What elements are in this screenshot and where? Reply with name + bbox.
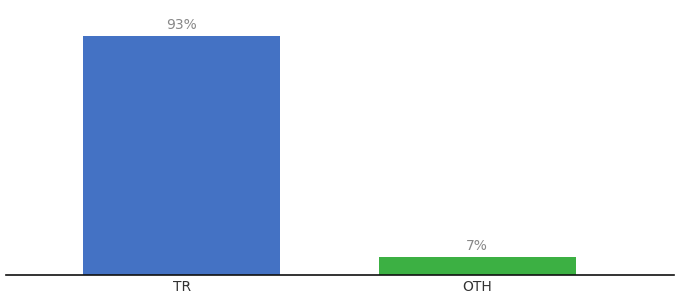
Bar: [379, 257, 576, 275]
Text: 93%: 93%: [166, 19, 197, 32]
Bar: [83, 36, 280, 275]
Text: 7%: 7%: [466, 239, 488, 253]
